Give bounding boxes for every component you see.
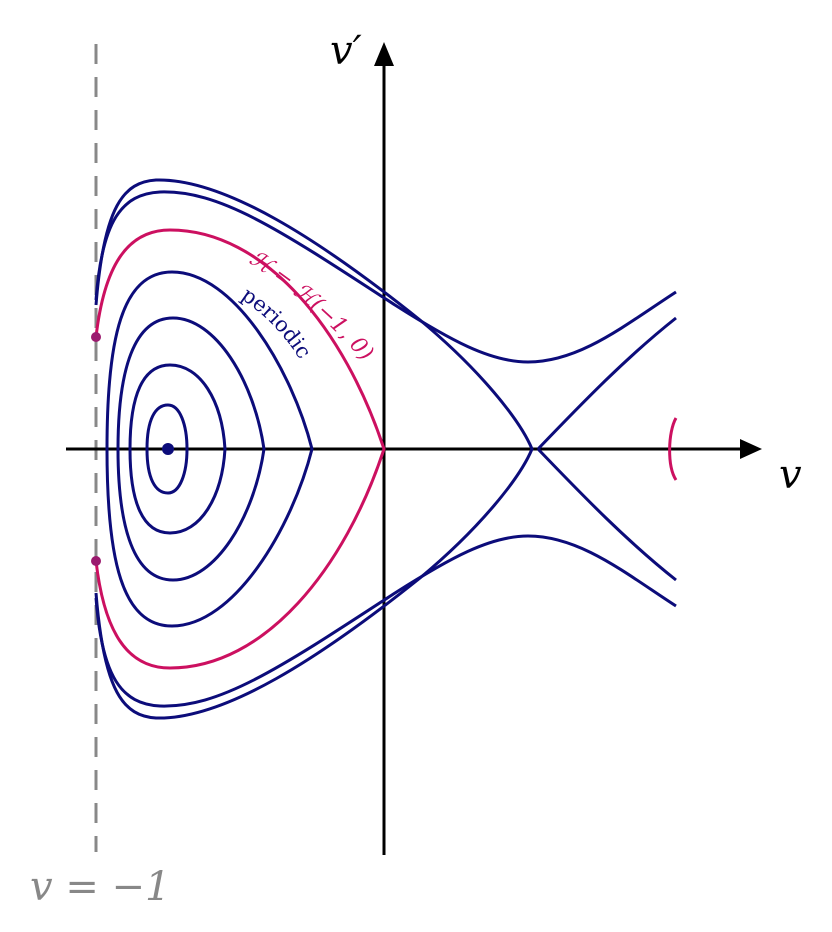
asymptote-label: v = −1 (30, 864, 171, 910)
periodic-orbit-4 (105, 270, 314, 628)
outer-orbit-lower (94, 534, 677, 708)
periodic-orbit-1 (145, 403, 189, 495)
y-axis-label: v′ (330, 28, 362, 74)
separatrix-curve (94, 228, 386, 670)
outer-orbit-upper (94, 190, 677, 364)
periodic-orbit-2 (128, 363, 227, 535)
center-equilibrium-point (162, 443, 174, 455)
separatrix-upper-endpoint (91, 332, 101, 342)
saddle-stable-branch (536, 447, 677, 582)
periodic-orbit-3 (116, 316, 266, 582)
saddle-unstable-branch (536, 316, 677, 451)
x-axis-arrowhead (740, 439, 762, 459)
separatrix-right-arc (668, 417, 678, 481)
homoclinic-orbit (94, 178, 534, 720)
x-axis-label: v (779, 452, 802, 498)
separatrix-lower-endpoint (91, 556, 101, 566)
y-axis-arrowhead (374, 42, 394, 66)
